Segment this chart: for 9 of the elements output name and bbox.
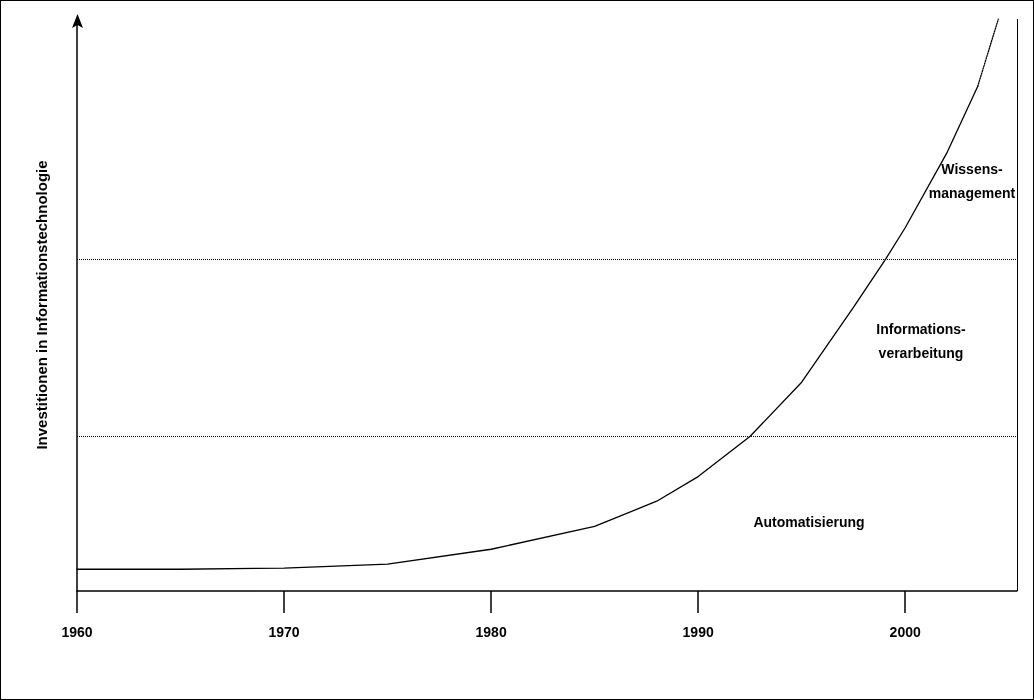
- annotation: Informations- verarbeitung: [876, 321, 967, 361]
- x-tick-label: 1960: [61, 624, 93, 640]
- y-axis-title: Investitionen in Informationstechnologie: [33, 160, 50, 450]
- x-tick-label: 2000: [889, 624, 921, 640]
- x-tick-label: 1980: [475, 624, 507, 640]
- x-tick-label: 1970: [268, 624, 300, 640]
- annotation: Automatisierung: [753, 514, 865, 530]
- x-tick-label: 1990: [682, 624, 714, 640]
- annotation: Wissens- management: [928, 161, 1016, 201]
